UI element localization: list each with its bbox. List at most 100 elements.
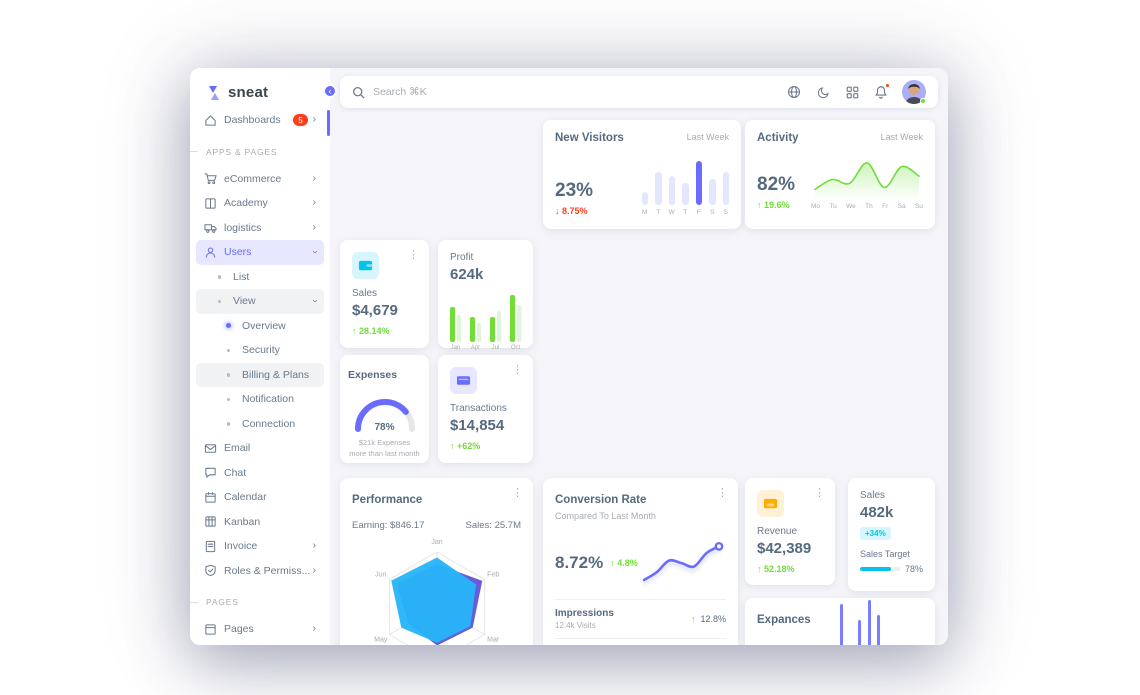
sales-overview-card: Sales 482k +34% Sales Target 78% xyxy=(848,478,935,591)
bar xyxy=(516,304,521,342)
gauge-value: 78% xyxy=(374,422,395,433)
expenses-note-1: $21k Expenses xyxy=(358,438,411,447)
bar-column: S xyxy=(722,154,729,216)
bar xyxy=(709,179,716,205)
sidebar-item-pages[interactable]: Pages › xyxy=(196,617,324,642)
performance-card: ⋮ Performance Earning: $846.17 Sales: 25… xyxy=(340,478,533,645)
home-icon xyxy=(204,114,217,127)
sidebar-item-view[interactable]: View › xyxy=(196,289,324,314)
sidebar-item-logistics[interactable]: logistics › xyxy=(196,216,324,241)
x-tick-label: We xyxy=(846,203,856,210)
search-box[interactable] xyxy=(352,86,786,99)
menu-section-header: APPS & PAGES xyxy=(190,137,330,167)
bullet-dot-icon xyxy=(222,319,235,332)
revenue-card: ⋮ Revenue $42,389 ↑ 52.18% xyxy=(745,478,835,585)
transactions-card: ⋮ Transactions $14,854 ↑ +62% xyxy=(438,355,533,463)
bar xyxy=(470,317,475,342)
sidebar-item-security[interactable]: Security xyxy=(196,338,324,363)
card-menu-button[interactable]: ⋮ xyxy=(814,487,825,499)
sidebar-item-academy[interactable]: Academy › xyxy=(196,191,324,216)
menu-item-label: Academy xyxy=(224,197,268,210)
x-tick-label: Th xyxy=(865,203,873,210)
sidebar-item-connection[interactable]: Connection xyxy=(196,412,324,437)
revenue-value: $42,389 xyxy=(757,540,812,557)
sidebar-item-calendar[interactable]: Calendar xyxy=(196,485,324,510)
bell-icon[interactable] xyxy=(873,83,890,100)
sidebar-collapse-button[interactable]: ‹ xyxy=(323,84,337,98)
sidebar-item-ecommerce[interactable]: eCommerce › xyxy=(196,167,324,192)
apps-grid-icon[interactable] xyxy=(844,84,860,100)
content-area: New Visitors Last Week 23% ↓ 8.75% MTWTF… xyxy=(330,68,948,645)
bar xyxy=(490,317,495,342)
chevron-right-icon: › xyxy=(312,197,316,209)
chevron-right-icon: › xyxy=(312,221,316,233)
logo[interactable]: sneat xyxy=(190,68,330,111)
menu-item-label: Invoice xyxy=(224,540,258,553)
sidebar-item-invoice[interactable]: Invoice › xyxy=(196,534,324,559)
sidebar-item-users[interactable]: Users › xyxy=(196,240,324,265)
card-menu-button[interactable]: ⋮ xyxy=(512,364,523,376)
sidebar-item-overview[interactable]: Overview xyxy=(196,314,324,339)
sidebar-scrollbar-thumb[interactable] xyxy=(327,110,330,136)
moon-icon[interactable] xyxy=(815,84,831,100)
card-title: New Visitors xyxy=(555,132,624,144)
bar xyxy=(496,311,501,342)
bullet-dot-icon xyxy=(213,295,226,308)
sidebar-item-dashboards[interactable]: Dashboards 5 › xyxy=(196,108,324,133)
svg-text:Jan: Jan xyxy=(431,539,442,546)
sidebar-item-notification[interactable]: Notification xyxy=(196,387,324,412)
bullet-dot-icon xyxy=(222,393,235,406)
count-badge: 5 xyxy=(293,114,308,127)
bar-column: W xyxy=(668,154,675,216)
user-avatar[interactable] xyxy=(902,80,926,104)
row-label: Impressions xyxy=(555,608,614,619)
x-tick-label: Tu xyxy=(829,203,837,210)
sidebar-item-chat[interactable]: Chat xyxy=(196,461,324,486)
bar xyxy=(877,615,880,645)
mail-icon xyxy=(204,442,217,455)
dot xyxy=(217,299,222,303)
x-tick-label: M xyxy=(642,209,648,216)
card-menu-button[interactable]: ⋮ xyxy=(717,487,728,499)
logo-text: sneat xyxy=(228,84,269,101)
row-sub: 12.4k Visits xyxy=(555,621,596,630)
transactions-label: Transactions xyxy=(450,403,507,414)
sidebar-item-roles-permiss[interactable]: Roles & Permiss... › xyxy=(196,559,324,584)
sidebar-item-billing-plans[interactable]: Billing & Plans xyxy=(196,362,324,387)
arrow-up-icon: ↑ xyxy=(690,614,696,624)
sales-label: Sales xyxy=(352,288,378,299)
globe-icon[interactable] xyxy=(786,84,802,100)
activity-card: Activity Last Week 82% ↑ 19.6% Mo Tu We Th F… xyxy=(745,120,935,229)
svg-text:Feb: Feb xyxy=(487,572,499,579)
menu-item-label: eCommerce xyxy=(224,172,282,185)
sidebar: sneat ‹ Dashboards 5 › APPS & PAGES eCommerc… xyxy=(190,68,337,645)
card-menu-button[interactable]: ⋮ xyxy=(512,487,523,499)
kanban-icon xyxy=(204,515,217,528)
bar xyxy=(840,604,843,645)
truck-icon xyxy=(204,221,217,234)
search-input[interactable] xyxy=(373,86,573,98)
conversion-rate-card: ⋮ Conversion Rate Compared To Last Month… xyxy=(543,478,738,645)
sidebar-item-email[interactable]: Email xyxy=(196,436,324,461)
x-tick-label: Oct xyxy=(510,345,521,351)
bar-group: Jul xyxy=(490,289,501,351)
bullet-dot-icon xyxy=(222,417,235,430)
chat-icon xyxy=(204,466,217,479)
menu-section-header: PAGES xyxy=(190,587,330,617)
card-menu-button[interactable]: ⋮ xyxy=(408,249,419,261)
bar-column: M xyxy=(641,154,648,216)
sidebar-item-kanban[interactable]: Kanban xyxy=(196,510,324,535)
chevron-down-icon: › xyxy=(309,250,321,254)
shield-icon xyxy=(204,564,217,577)
menu-item-label: Overview xyxy=(242,319,286,332)
sidebar-item-list[interactable]: List xyxy=(196,265,324,290)
bar xyxy=(868,600,871,645)
x-tick-label: Mo xyxy=(811,203,821,210)
card-title: Activity xyxy=(757,132,799,144)
expances-card: Expances xyxy=(745,598,935,645)
conversion-row-impressions: Impressions 12.4k Visits ↑ 12.8% xyxy=(555,599,726,638)
progress-fill xyxy=(860,567,892,571)
app-window: sneat ‹ Dashboards 5 › APPS & PAGES eCommerc… xyxy=(190,68,948,645)
menu-item-label: Email xyxy=(224,442,251,455)
